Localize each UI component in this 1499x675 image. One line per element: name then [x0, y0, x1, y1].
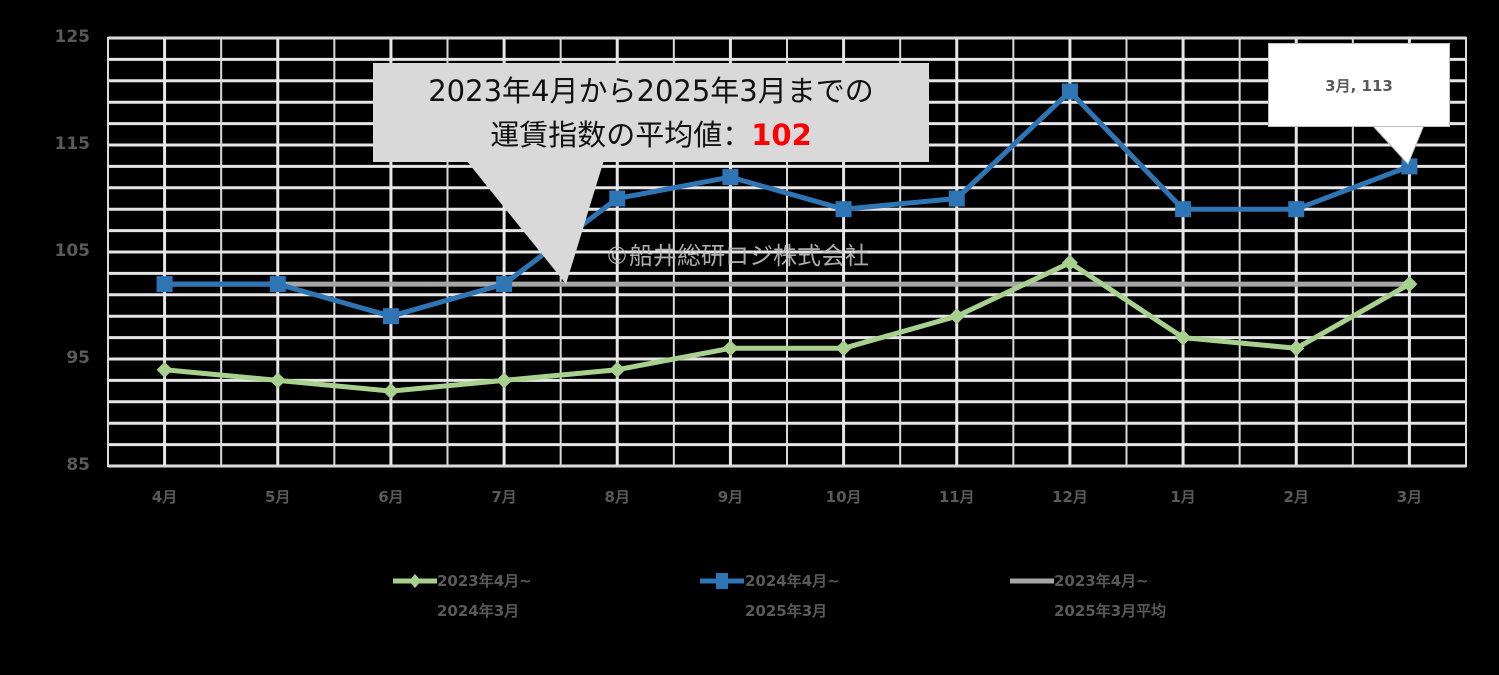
average-callout-line2: 運賃指数の平均値：102 — [373, 113, 929, 157]
legend-label-line2: 2025年3月 — [745, 602, 828, 620]
x-tick-label: 4月 — [151, 488, 178, 506]
average-callout-prefix: 運賃指数の平均値： — [490, 118, 752, 152]
y-tick-label: 125 — [54, 27, 91, 47]
average-callout: 2023年4月から2025年3月までの 運賃指数の平均値：102 — [373, 63, 929, 162]
legend-swatch-icon — [393, 574, 437, 588]
legend-label-line1: 2023年4月~ — [437, 572, 532, 590]
legend-swatch-icon — [1010, 578, 1054, 584]
legend-item: 2023年4月~ 2025年3月平均 — [1054, 566, 1166, 626]
legend-label-line2: 2025年3月平均 — [1054, 602, 1167, 620]
series-layer — [156, 83, 1425, 400]
legend-swatch-icon — [700, 573, 744, 589]
x-tick-label: 7月 — [491, 488, 517, 506]
x-tick-label: 5月 — [265, 488, 291, 506]
y-tick-label: 115 — [54, 134, 91, 154]
x-tick-label: 1月 — [1170, 488, 1196, 506]
legend-item: 2024年4月~ 2025年3月 — [745, 566, 840, 626]
data-label-callout: 3月, 113 — [1268, 43, 1450, 127]
y-tick-label: 95 — [66, 348, 90, 368]
average-callout-line1: 2023年4月から2025年3月までの — [428, 74, 874, 108]
x-tick-label: 3月 — [1396, 488, 1423, 506]
copyright-watermark: ©船井総研ロジ株式会社 — [605, 242, 869, 270]
x-tick-label: 11月 — [938, 488, 975, 506]
average-value: 102 — [751, 118, 812, 152]
y-tick-label: 105 — [54, 241, 91, 261]
legend-label-line1: 2024年4月~ — [745, 572, 840, 590]
legend-label-line1: 2023年4月~ — [1054, 572, 1149, 590]
x-tick-label: 12月 — [1051, 488, 1088, 506]
legend-label-line2: 2024年3月 — [437, 602, 520, 620]
x-tick-label: 8月 — [604, 488, 630, 506]
x-tick-label: 10月 — [825, 488, 862, 506]
legend-item: 2023年4月~ 2024年3月 — [437, 566, 532, 626]
y-tick-label: 85 — [66, 455, 90, 475]
x-tick-label: 9月 — [717, 488, 744, 506]
x-tick-label: 2月 — [1283, 488, 1309, 506]
x-tick-label: 6月 — [378, 488, 404, 506]
